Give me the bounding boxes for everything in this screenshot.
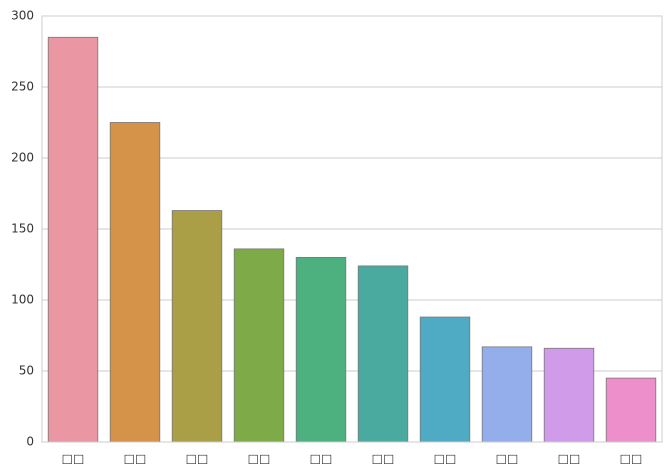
x-tick-label: □□	[434, 452, 457, 466]
x-tick-label: □□	[310, 452, 333, 466]
bar	[47, 36, 99, 443]
x-tick-label: □□	[372, 452, 395, 466]
y-tick-label: 300	[11, 9, 34, 23]
bar	[481, 346, 533, 443]
bar	[233, 248, 285, 443]
x-tick-label: □□	[62, 452, 85, 466]
x-tick-label: □□	[496, 452, 519, 466]
x-tick-label: □□	[124, 452, 147, 466]
y-tick-label: 50	[19, 364, 34, 378]
y-tick-label: 250	[11, 80, 34, 94]
bar	[109, 122, 161, 443]
plot-frame	[41, 15, 663, 443]
x-tick-label: □□	[620, 452, 643, 466]
x-tick-label: □□	[186, 452, 209, 466]
bar	[605, 377, 657, 443]
x-tick-label: □□	[558, 452, 581, 466]
y-tick-label: 150	[11, 222, 34, 236]
bar	[357, 265, 409, 443]
bar	[419, 316, 471, 443]
bar	[543, 347, 595, 443]
y-tick-label: 0	[26, 435, 34, 449]
y-tick-label: 200	[11, 151, 34, 165]
bar	[171, 210, 223, 443]
bar	[295, 256, 347, 443]
y-tick-label: 100	[11, 293, 34, 307]
x-tick-label: □□	[248, 452, 271, 466]
